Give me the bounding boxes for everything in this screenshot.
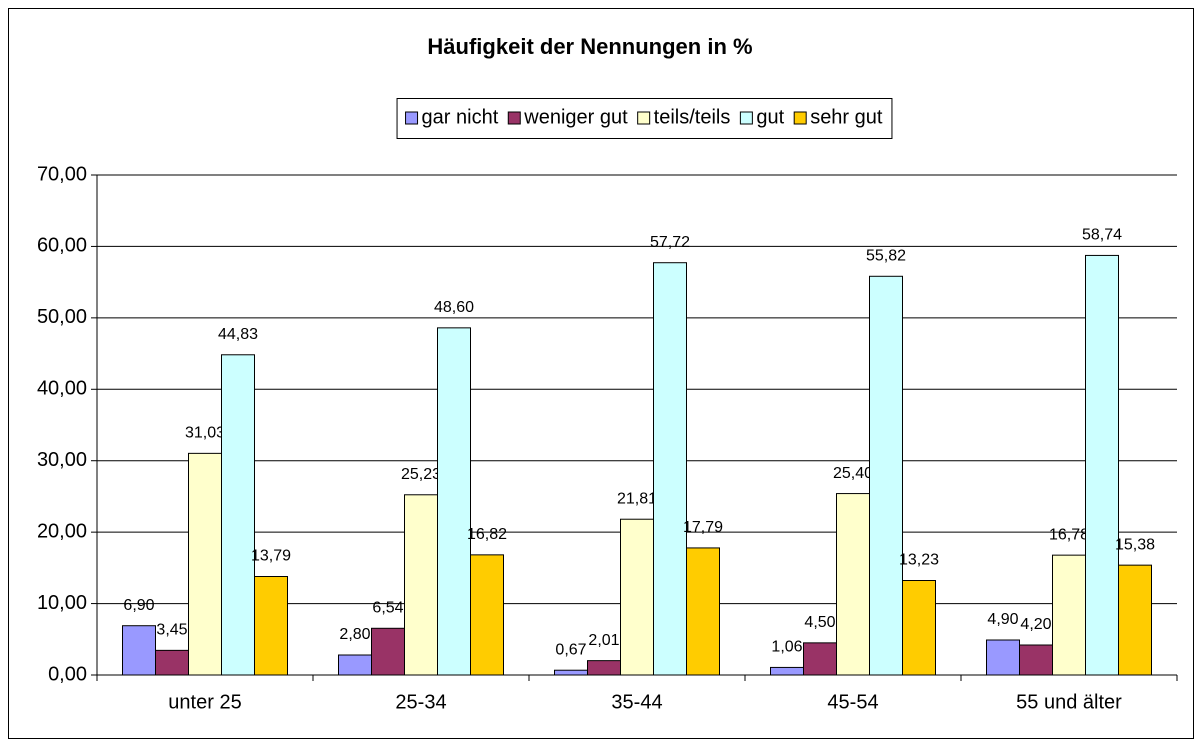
bar [653,262,687,676]
bar [188,452,222,676]
value-label: 4,50 [804,614,835,631]
bar [587,660,621,676]
value-label: 4,20 [1020,616,1051,633]
value-label: 17,79 [683,519,723,536]
y-tick-label: 10,00 [37,592,87,614]
value-label: 55,82 [866,248,906,265]
bar [770,666,804,676]
bar [686,547,720,676]
x-tick-label: 25-34 [395,691,446,713]
x-tick-label: 35-44 [611,691,662,713]
value-label: 25,40 [833,465,873,482]
chart-title: Häufigkeit der Nennungen in % [427,34,752,59]
value-label: 13,79 [251,548,291,565]
x-tick-label: 45-54 [827,691,878,713]
value-label: 57,72 [650,234,690,251]
legend-swatch [507,111,521,125]
bar [122,625,156,676]
value-label: 2,80 [339,626,370,643]
value-label: 21,81 [617,490,657,507]
legend-label: sehr gut [810,106,883,128]
legend-label: teils/teils [654,106,731,128]
value-label: 3,45 [156,622,187,639]
bar [155,649,189,676]
value-label: 16,82 [467,526,507,543]
y-tick-label: 50,00 [37,306,87,328]
bar [371,627,405,676]
value-label: 0,67 [555,641,586,658]
y-tick-label: 60,00 [37,235,87,257]
value-label: 2,01 [588,632,619,649]
bar [902,580,936,676]
value-label: 6,54 [372,600,403,617]
bar [254,576,288,676]
y-tick-label: 30,00 [37,449,87,471]
value-label: 58,74 [1082,227,1122,244]
y-tick-label: 40,00 [37,378,87,400]
value-label: 4,90 [987,611,1018,628]
value-label: 1,06 [771,639,802,656]
y-tick-label: 0,00 [48,663,87,685]
legend-swatch [637,111,651,125]
value-label: 16,78 [1049,526,1089,543]
bar [338,654,372,676]
value-label: 25,23 [401,466,441,483]
bar [986,639,1020,676]
y-tick-label: 20,00 [37,520,87,542]
legend-label: gut [756,106,784,128]
bar [221,354,255,676]
bar [620,518,654,676]
legend-swatch [793,111,807,125]
x-tick-label: 55 und älter [1016,691,1122,713]
bar [1085,254,1119,676]
bar [437,327,471,676]
bar [1118,564,1152,676]
bar [869,275,903,676]
y-tick-label: 70,00 [37,163,87,185]
bar [470,554,504,676]
value-label: 31,03 [185,425,225,442]
bar [1052,554,1086,676]
bar [803,642,837,676]
value-label: 44,83 [218,326,258,343]
legend-swatch [405,111,419,125]
bar [836,493,870,676]
legend-label: gar nicht [422,106,499,128]
x-tick-label: unter 25 [168,691,241,713]
legend-swatch [739,111,753,125]
bar [554,669,588,676]
bar [1019,644,1053,676]
legend-label: weniger gut [523,106,628,128]
value-label: 48,60 [434,299,474,316]
value-label: 13,23 [899,552,939,569]
value-label: 15,38 [1115,536,1155,553]
value-label: 6,90 [123,597,154,614]
bar [404,494,438,676]
